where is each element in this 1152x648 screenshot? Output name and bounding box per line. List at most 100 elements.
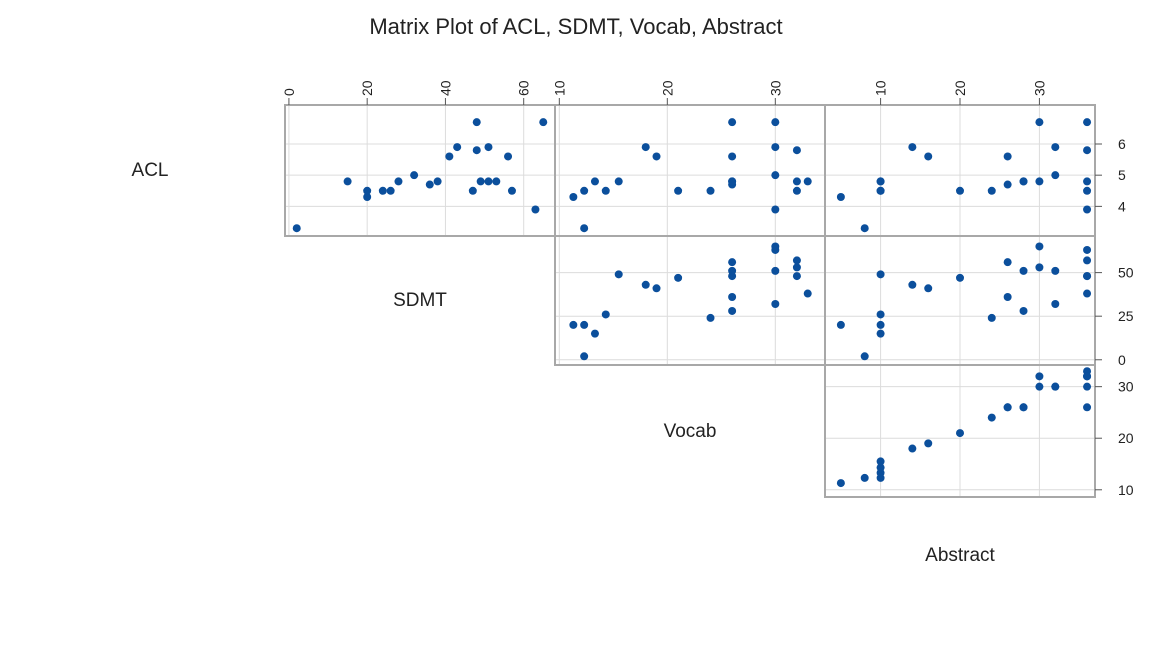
data-point bbox=[1051, 143, 1060, 152]
data-point bbox=[860, 473, 869, 482]
data-point bbox=[876, 329, 885, 338]
data-point bbox=[1051, 171, 1060, 180]
data-point bbox=[1035, 263, 1044, 272]
data-point bbox=[433, 177, 442, 186]
data-point bbox=[987, 186, 996, 195]
data-point bbox=[771, 266, 780, 275]
data-point bbox=[1083, 382, 1092, 391]
data-point bbox=[507, 186, 516, 195]
variable-label-acl: ACL bbox=[132, 160, 169, 181]
data-point bbox=[792, 186, 801, 195]
data-point bbox=[728, 152, 737, 161]
data-point bbox=[472, 118, 481, 127]
data-point bbox=[728, 266, 737, 275]
data-point bbox=[836, 479, 845, 488]
data-point bbox=[1003, 403, 1012, 412]
data-point bbox=[728, 258, 737, 267]
data-point bbox=[652, 152, 661, 161]
data-point bbox=[956, 429, 964, 438]
panel-frame bbox=[284, 104, 556, 237]
tick-label-vocab: 20 bbox=[659, 80, 675, 96]
data-point bbox=[728, 118, 737, 127]
data-point bbox=[771, 118, 780, 127]
data-point bbox=[590, 177, 599, 186]
data-point bbox=[641, 143, 650, 152]
data-point bbox=[1035, 118, 1044, 127]
data-point bbox=[792, 146, 801, 155]
data-point bbox=[378, 186, 387, 195]
chart-title: Matrix Plot of ACL, SDMT, Vocab, Abstrac… bbox=[369, 14, 782, 39]
data-point bbox=[1003, 258, 1012, 267]
data-point bbox=[792, 256, 801, 265]
data-point bbox=[1019, 177, 1028, 186]
data-point bbox=[1035, 372, 1044, 381]
tick-label-vocab: 30 bbox=[1118, 379, 1134, 395]
data-point bbox=[453, 143, 462, 152]
data-point bbox=[771, 143, 780, 152]
panel-frame bbox=[554, 104, 826, 237]
data-point bbox=[706, 186, 715, 195]
data-point bbox=[1083, 272, 1092, 281]
tick-label-sdmt: 20 bbox=[359, 80, 375, 96]
data-point bbox=[1035, 242, 1044, 251]
panel-sdmt-vs-abstract bbox=[824, 235, 1096, 366]
data-point bbox=[484, 177, 493, 186]
data-point bbox=[1083, 177, 1092, 186]
tick-label-sdmt: 0 bbox=[281, 88, 297, 96]
data-point bbox=[876, 186, 885, 195]
data-point bbox=[394, 177, 403, 186]
data-point bbox=[1035, 177, 1044, 186]
data-point bbox=[674, 186, 683, 195]
panel-sdmt-vs-vocab bbox=[554, 235, 826, 366]
tick-label-acl: 4 bbox=[1118, 198, 1126, 214]
tick-label-sdmt: 0 bbox=[1118, 352, 1126, 368]
data-point bbox=[1083, 118, 1092, 127]
tick-label-sdmt: 25 bbox=[1118, 308, 1134, 324]
data-point bbox=[706, 313, 715, 322]
data-point bbox=[956, 186, 964, 195]
data-point bbox=[445, 152, 454, 161]
data-point bbox=[492, 177, 501, 186]
data-point bbox=[590, 329, 599, 338]
data-point bbox=[792, 177, 801, 186]
data-point bbox=[1003, 152, 1012, 161]
data-point bbox=[771, 299, 780, 308]
data-point bbox=[580, 320, 589, 329]
data-point bbox=[1083, 186, 1092, 195]
data-point bbox=[292, 224, 301, 233]
tick-label-sdmt: 50 bbox=[1118, 265, 1134, 281]
data-point bbox=[1051, 299, 1060, 308]
data-point bbox=[728, 177, 737, 186]
data-point bbox=[601, 186, 610, 195]
tick-label-abstract: 10 bbox=[873, 80, 889, 96]
tick-label-sdmt: 40 bbox=[437, 80, 453, 96]
data-point bbox=[876, 310, 885, 319]
panel-acl-vs-vocab bbox=[554, 104, 826, 237]
data-point bbox=[1019, 306, 1028, 315]
panel-acl-vs-abstract bbox=[824, 104, 1096, 237]
tick-label-vocab: 30 bbox=[767, 80, 783, 96]
data-point bbox=[652, 284, 661, 293]
data-point bbox=[876, 320, 885, 329]
data-point bbox=[1019, 266, 1028, 275]
tick-label-vocab: 20 bbox=[1118, 430, 1134, 446]
variable-labels-layer: ACL SDMT Vocab Abstract bbox=[132, 160, 996, 566]
panel-frame bbox=[554, 235, 826, 366]
data-point bbox=[876, 270, 885, 279]
data-point bbox=[860, 224, 869, 233]
data-point bbox=[876, 177, 885, 186]
data-point bbox=[410, 171, 419, 180]
data-point bbox=[641, 280, 650, 289]
tick-label-abstract: 30 bbox=[1031, 80, 1047, 96]
data-point bbox=[1083, 205, 1092, 214]
data-point bbox=[504, 152, 513, 161]
data-point bbox=[987, 413, 996, 422]
data-point bbox=[836, 320, 845, 329]
tick-label-acl: 6 bbox=[1118, 136, 1126, 152]
data-point bbox=[771, 205, 780, 214]
tick-label-vocab: 10 bbox=[1118, 482, 1134, 498]
data-point bbox=[924, 284, 933, 293]
tick-label-vocab: 10 bbox=[551, 80, 567, 96]
